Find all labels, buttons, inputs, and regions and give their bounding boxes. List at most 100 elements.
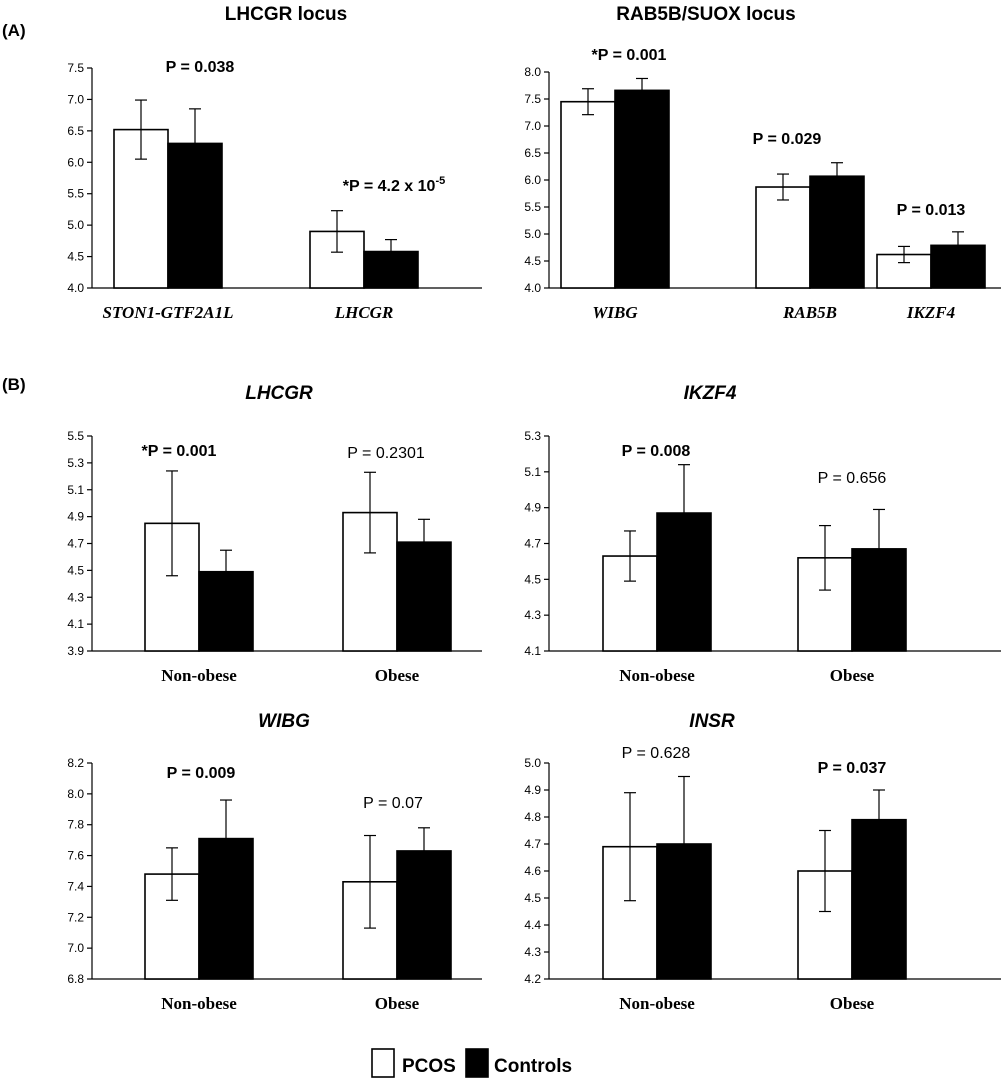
p-value-exponent: -5	[435, 175, 445, 187]
y-tick-label: 4.9	[67, 510, 84, 524]
p-value-text: P = 0.656	[818, 470, 887, 487]
y-tick-label: 6.5	[524, 146, 541, 160]
chart-title: INSR	[689, 711, 735, 732]
y-tick-label: 5.1	[524, 465, 541, 479]
p-value-annotation: P = 0.013	[897, 202, 966, 219]
p-value-annotation: P = 0.009	[167, 765, 236, 782]
y-tick-label: 5.5	[67, 187, 84, 201]
y-tick-label: 5.3	[524, 429, 541, 443]
chart-title: RAB5B/SUOX locus	[616, 4, 795, 25]
y-tick-label: 4.0	[67, 281, 84, 295]
y-tick-label: 4.5	[524, 891, 541, 905]
y-tick-label: 5.0	[67, 218, 84, 232]
p-value-text: P = 0.037	[818, 760, 887, 777]
p-value-annotation: P = 0.008	[622, 443, 691, 460]
y-tick-label: 4.0	[524, 281, 541, 295]
p-value-text: P = 0.038	[166, 59, 235, 76]
y-tick-label: 5.0	[524, 227, 541, 241]
chart-4: WIBG 6.8 7.0 7.2 7.4 7.6 7.8 8.0 8.2 Non-obese P =…	[67, 711, 482, 1013]
y-tick-label: 8.0	[524, 65, 541, 79]
p-value-text: P = 0.2301	[347, 445, 425, 462]
panel-label-a: (A)	[2, 21, 26, 40]
chart-title: IKZF4	[684, 383, 737, 404]
charts: LHCGR locus 4.0 4.5 5.0 5.5 6.0 6.5 7.0 7.5 STON1…	[67, 4, 1001, 1013]
p-value-text: *P = 4.2 x 10	[343, 178, 436, 195]
x-category-label: WIBG	[592, 303, 638, 322]
y-tick-label: 3.9	[67, 644, 84, 658]
p-value-annotation: P = 0.628	[622, 745, 691, 762]
x-category-label: Non-obese	[619, 666, 695, 685]
p-value-annotation: P = 0.037	[818, 760, 887, 777]
y-tick-label: 4.4	[524, 918, 541, 932]
bar-controls	[396, 541, 452, 652]
y-tick-label: 4.1	[524, 644, 541, 658]
bar-pcos	[560, 100, 616, 289]
bar-pcos	[755, 186, 811, 289]
p-value-annotation: P = 0.029	[753, 131, 822, 148]
x-category-label: RAB5B	[782, 303, 837, 322]
y-tick-label: 7.4	[67, 879, 84, 893]
panel-label-b: (B)	[2, 375, 26, 394]
chart-2: LHCGR 3.9 4.1 4.3 4.5 4.7 4.9 5.1 5.3 5.5 Non-obes…	[67, 383, 482, 685]
p-value-text: P = 0.008	[622, 443, 691, 460]
y-tick-label: 4.7	[524, 837, 541, 851]
bar-controls	[614, 89, 670, 289]
bar-pcos	[309, 230, 365, 289]
y-tick-label: 7.5	[524, 92, 541, 106]
y-tick-label: 6.0	[67, 155, 84, 169]
y-tick-label: 6.5	[67, 124, 84, 138]
p-value-text: P = 0.029	[753, 131, 822, 148]
chart-title: LHCGR locus	[225, 4, 347, 25]
x-category-label: Non-obese	[619, 994, 695, 1013]
p-value-annotation: P = 0.2301	[347, 445, 425, 462]
chart-1: RAB5B/SUOX locus 4.0 4.5 5.0 5.5 6.0 6.5 7.0 7.5…	[524, 4, 1001, 322]
y-tick-label: 6.8	[67, 972, 84, 986]
y-tick-label: 7.6	[67, 849, 84, 863]
y-tick-label: 4.3	[67, 590, 84, 604]
y-tick-label: 7.2	[67, 910, 84, 924]
y-tick-label: 5.5	[67, 429, 84, 443]
bar-controls	[396, 850, 452, 980]
x-category-label: STON1-GTF2A1L	[103, 303, 234, 322]
x-category-label: LHCGR	[334, 303, 394, 322]
legend: PCOS Controls	[371, 1048, 572, 1078]
y-tick-label: 4.8	[524, 810, 541, 824]
y-tick-label: 6.0	[524, 173, 541, 187]
x-category-label: Obese	[375, 666, 420, 685]
p-value-text: P = 0.07	[363, 795, 423, 812]
p-value-annotation: P = 0.656	[818, 470, 887, 487]
x-category-label: Obese	[830, 666, 875, 685]
y-tick-label: 4.6	[524, 864, 541, 878]
chart-5: INSR 4.2 4.3 4.4 4.5 4.6 4.7 4.8 4.9 5.0 Non-obese…	[524, 711, 1001, 1013]
y-tick-label: 7.0	[524, 119, 541, 133]
chart-0: LHCGR locus 4.0 4.5 5.0 5.5 6.0 6.5 7.0 7.5 STON1…	[67, 4, 482, 322]
p-value-annotation: *P = 4.2 x 10-5	[343, 175, 445, 195]
x-category-label: Obese	[375, 994, 420, 1013]
bar-controls	[167, 142, 223, 289]
legend-label-pcos: PCOS	[402, 1056, 456, 1077]
legend-label-controls: Controls	[494, 1056, 572, 1077]
y-tick-label: 4.5	[524, 254, 541, 268]
y-tick-label: 4.1	[67, 617, 84, 631]
y-tick-label: 4.9	[524, 783, 541, 797]
y-tick-label: 5.3	[67, 456, 84, 470]
y-tick-label: 8.2	[67, 756, 84, 770]
y-tick-label: 4.9	[524, 501, 541, 515]
y-tick-label: 7.0	[67, 941, 84, 955]
y-tick-label: 4.7	[524, 537, 541, 551]
y-tick-label: 5.5	[524, 200, 541, 214]
y-tick-label: 4.7	[67, 537, 84, 551]
chart-title: LHCGR	[245, 383, 313, 404]
y-tick-label: 4.5	[67, 563, 84, 577]
y-tick-label: 7.5	[67, 61, 84, 75]
p-value-text: P = 0.628	[622, 745, 691, 762]
p-value-annotation: P = 0.07	[363, 795, 423, 812]
x-category-label: Non-obese	[161, 666, 237, 685]
y-tick-label: 4.5	[67, 250, 84, 264]
y-tick-label: 4.2	[524, 972, 541, 986]
y-tick-label: 5.1	[67, 483, 84, 497]
p-value-text: *P = 0.001	[592, 47, 667, 64]
chart-3: IKZF4 4.1 4.3 4.5 4.7 4.9 5.1 5.3 Non-obese P = 0…	[524, 383, 1001, 685]
chart-title: WIBG	[258, 711, 310, 732]
